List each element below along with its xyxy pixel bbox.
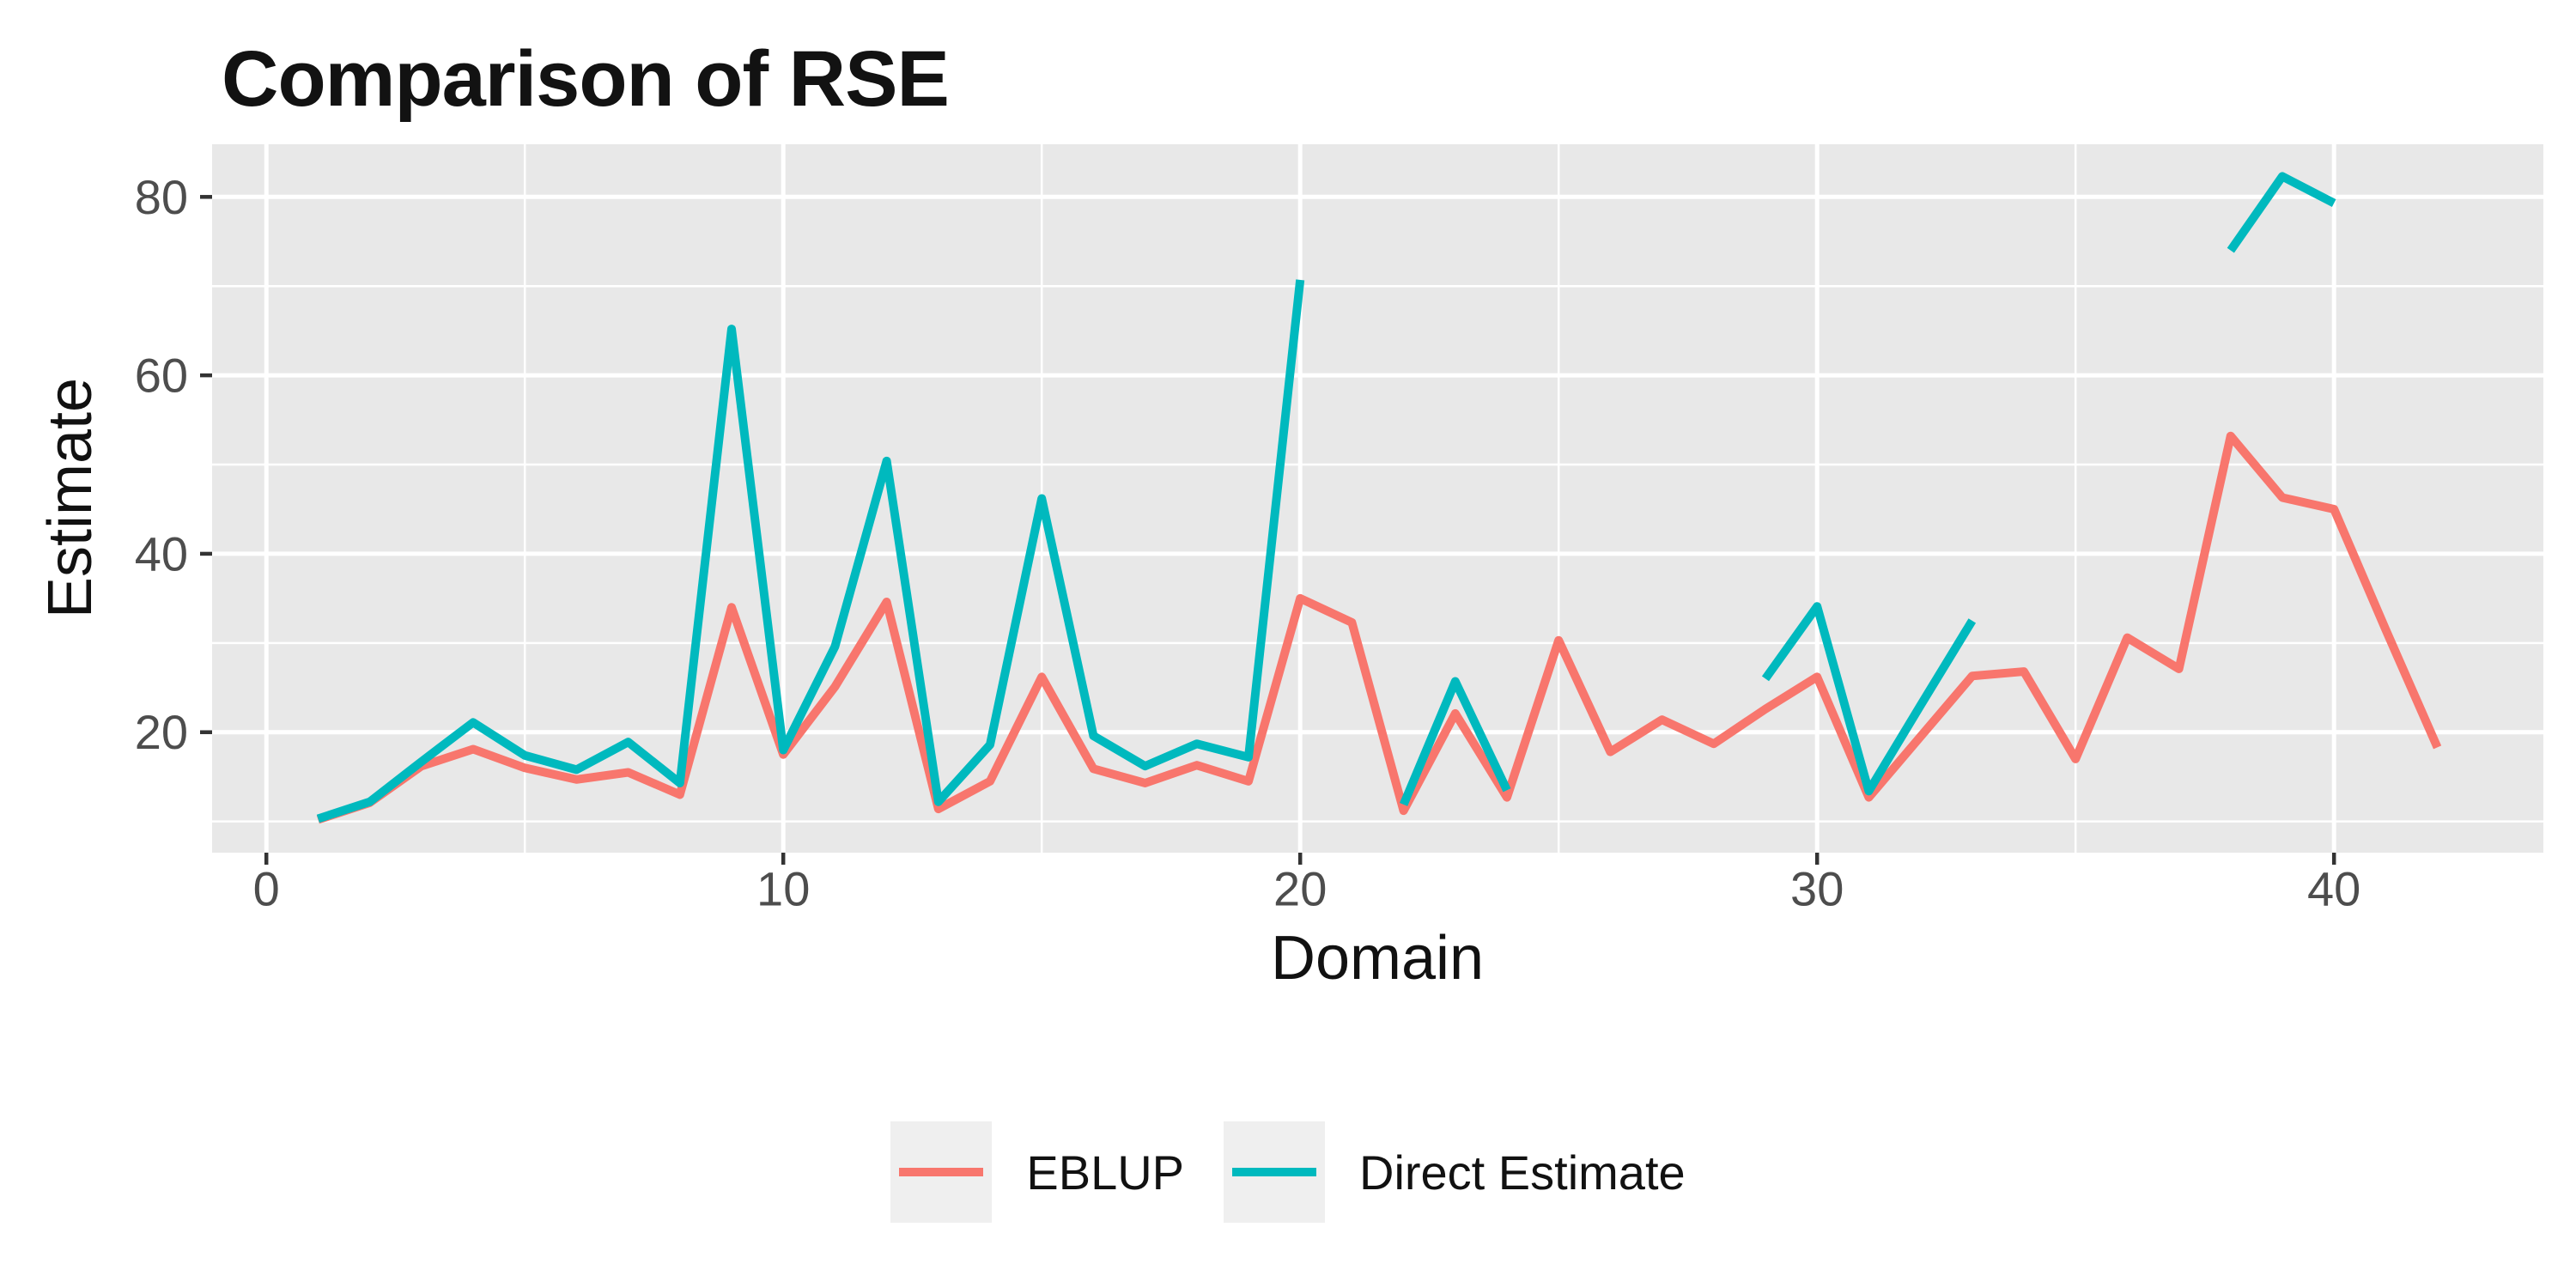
x-tick-label: 20 <box>1273 862 1327 916</box>
direct-estimate-line <box>1761 602 1977 796</box>
y-tick-label: 80 <box>135 170 188 224</box>
legend-key-direct-estimate <box>1224 1121 1325 1223</box>
x-tick-label: 10 <box>756 862 810 916</box>
y-tick-label: 40 <box>135 526 188 580</box>
x-axis-title: Domain <box>1270 924 1485 993</box>
x-tick-label: 30 <box>1790 862 1844 916</box>
y-tick-label: 60 <box>135 349 188 403</box>
y-axis-title: Estimate <box>36 377 105 619</box>
direct-estimate-line <box>1399 677 1511 806</box>
plot-panel <box>212 144 2543 853</box>
direct-estimate-line-swatch <box>1232 1168 1316 1176</box>
x-tick-label: 40 <box>2307 862 2360 916</box>
eblup-line-swatch <box>899 1168 984 1176</box>
direct-estimate-line <box>316 279 1305 823</box>
x-tick-label: 0 <box>253 862 280 916</box>
legend-key-eblup <box>890 1121 993 1223</box>
y-tick-label: 20 <box>135 705 188 759</box>
legend-label-direct-estimate: Direct Estimate <box>1359 1145 1686 1200</box>
direct-estimate-line <box>2227 172 2336 253</box>
legend-label-eblup: EBLUP <box>1026 1145 1184 1200</box>
legend-item-eblup: EBLUP <box>890 1121 1184 1223</box>
eblup-line <box>316 431 2442 824</box>
legend: EBLUP Direct Estimate <box>0 1116 2576 1228</box>
legend-item-direct-estimate: Direct Estimate <box>1224 1121 1686 1223</box>
chart-title: Comparison of RSE <box>222 35 950 123</box>
